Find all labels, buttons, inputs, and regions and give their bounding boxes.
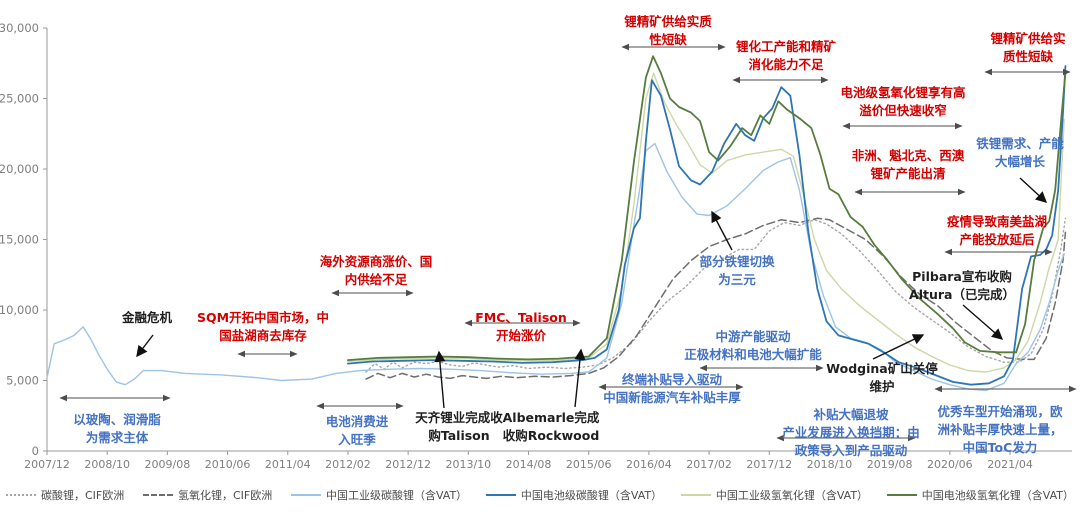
y-axis-label: 15,000	[0, 233, 39, 247]
legend-swatch	[6, 494, 36, 496]
x-axis-label: 2012/02	[325, 458, 371, 471]
y-axis-label: 30,000	[0, 21, 39, 35]
x-axis-label: 2011/04	[265, 458, 311, 471]
series-line-3	[347, 65, 1067, 386]
pointer-arrow	[872, 334, 925, 360]
axes: 0 5,000 10,000 15,000 20,000 25,000 30,000 2007…	[0, 21, 1072, 471]
legend-label: 中国工业级碳酸锂（含VAT）	[325, 489, 468, 502]
x-axis-label: 2015/06	[566, 458, 612, 471]
pointer-arrow	[1019, 177, 1048, 203]
x-axis-label: 2010/06	[205, 458, 251, 471]
legend-label: 碳酸锂，CIF欧洲	[41, 489, 125, 502]
x-axis-label: 2012/12	[385, 458, 431, 471]
x-axis-label: 2013/10	[445, 458, 491, 471]
series-line-1	[365, 217, 1067, 380]
y-axis-label: 0	[32, 444, 39, 458]
series-line-2	[46, 142, 1065, 392]
legend-label: 中国工业级氢氧化锂（含VAT）	[715, 489, 869, 502]
pointer-arrow	[574, 348, 586, 408]
series-line-0	[365, 217, 1067, 373]
axis-lines	[46, 28, 1072, 452]
legend-item-0: 碳酸锂，CIF欧洲	[6, 487, 124, 503]
y-axis-label: 5,000	[6, 374, 39, 388]
legend-swatch	[290, 494, 321, 496]
legend-item-4: 中国工业级氢氧化锂（含VAT）	[680, 487, 869, 503]
x-axis-label: 2014/08	[506, 458, 552, 471]
price-series	[46, 55, 1067, 392]
legend-item-3: 中国电池级碳酸锂（含VAT）	[485, 487, 663, 503]
pointer-arrow	[136, 334, 154, 358]
pointer-arrow	[434, 350, 446, 409]
x-axis-label: 2007/12	[24, 458, 70, 471]
legend-label: 中国电池级氢氧化锂（含VAT）	[921, 489, 1074, 502]
x-axis-label: 2009/08	[145, 458, 191, 471]
legend-label: 氢氧化锂，CIF欧洲	[177, 489, 273, 502]
y-axis-label: 20,000	[0, 162, 39, 176]
y-axis-label: 25,000	[0, 92, 39, 106]
pointer-arrow	[711, 210, 733, 251]
x-axis-label: 2008/10	[84, 458, 130, 471]
x-axis-label: 2017/02	[686, 458, 732, 471]
legend-swatch	[886, 494, 917, 496]
legend-swatch	[680, 494, 711, 496]
legend-swatch	[485, 494, 516, 496]
series-line-4	[347, 72, 1065, 373]
x-axis-label: 2017/12	[746, 458, 792, 471]
chart-legend: 碳酸锂，CIF欧洲 氢氧化锂，CIF欧洲 中国工业级碳酸锂（含VAT） 中国电池级碳酸…	[0, 487, 1080, 503]
legend-item-5: 中国电池级氢氧化锂（含VAT）	[886, 487, 1074, 503]
legend-item-2: 中国工业级碳酸锂（含VAT）	[290, 487, 468, 503]
pointer-arrow	[962, 304, 1004, 340]
x-axis-label: 2019/08	[867, 458, 913, 471]
x-axis-label: 2018/10	[807, 458, 853, 471]
series-line-5	[347, 55, 1067, 361]
legend-label: 中国电池级碳酸锂（含VAT）	[520, 489, 663, 502]
y-axis-label: 10,000	[0, 303, 39, 317]
legend-swatch	[142, 494, 173, 496]
x-axis-label: 2021/04	[987, 458, 1033, 471]
x-axis-label: 2016/04	[626, 458, 672, 471]
annotation-arrows	[59, 43, 1077, 442]
legend-item-1: 氢氧化锂，CIF欧洲	[142, 487, 273, 503]
x-axis-label: 2020/06	[927, 458, 973, 471]
